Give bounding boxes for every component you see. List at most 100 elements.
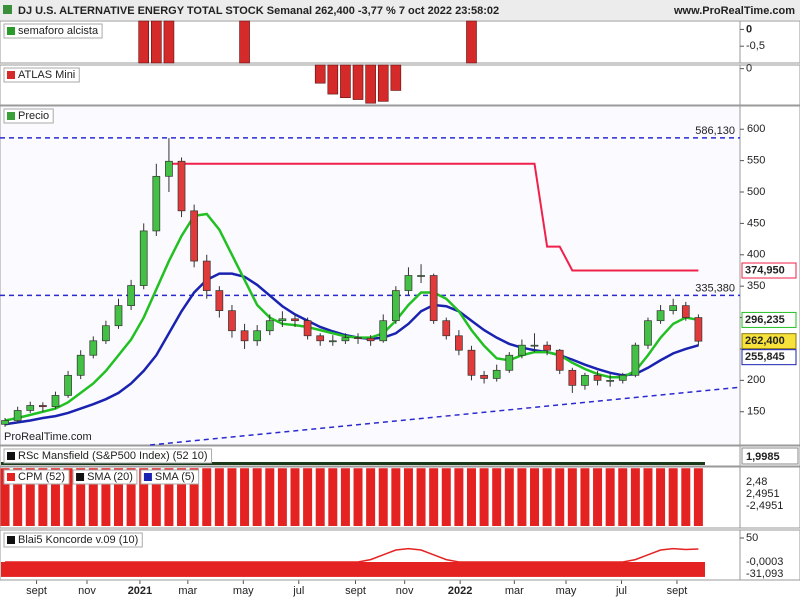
candle-body	[455, 335, 463, 351]
y-tick-label: 400	[747, 249, 765, 261]
cpm-bar	[441, 468, 451, 526]
indicator-base	[1, 462, 705, 465]
cpm-bar	[240, 468, 250, 526]
candle-body	[429, 275, 438, 322]
cpm-bar	[63, 468, 73, 526]
candle-body	[228, 310, 236, 332]
cpm-bar	[492, 468, 502, 526]
legend-label: SMA (5)	[155, 471, 195, 483]
x-tick-label: nov	[396, 585, 414, 597]
candle-body	[127, 285, 135, 306]
candle-body	[379, 320, 388, 342]
legend-icon	[7, 112, 15, 120]
cpm-bar	[340, 468, 350, 526]
legend-label: RSc Mansfield (S&P500 Index) (52 10)	[18, 450, 208, 462]
x-tick-label: sept	[345, 585, 366, 597]
panels: 0 -0,5 semaforo alcista 0 ATLAS Mini 150 200 25…	[0, 20, 800, 597]
candle-body	[190, 210, 198, 262]
cpm-bar	[656, 468, 666, 526]
candle-body	[39, 405, 47, 408]
candle-body	[404, 275, 413, 291]
koncorde-band	[1, 562, 705, 577]
cpm-bar	[177, 468, 187, 526]
x-tick-label: may	[556, 585, 577, 597]
cpm-bar	[50, 468, 60, 526]
candle-body	[102, 325, 110, 342]
candle-body	[618, 374, 627, 381]
candle-body	[51, 395, 60, 408]
y-tick-label: 500	[747, 186, 765, 198]
cpm-bar	[114, 468, 124, 526]
label-box	[741, 447, 799, 465]
y-tick-label: 450	[747, 217, 765, 229]
cpm-bar	[454, 468, 464, 526]
cpm-bar	[328, 468, 338, 526]
candle-body	[492, 369, 501, 379]
cpm-bar	[252, 468, 262, 526]
signal-bar	[390, 64, 402, 91]
candle-body	[177, 160, 186, 212]
candle-body	[1, 420, 9, 425]
cpm-bar	[593, 468, 603, 526]
cpm-bar	[164, 468, 174, 526]
cpm-bar	[378, 468, 388, 526]
cpm-bar	[13, 468, 23, 526]
value-label: -31,093	[746, 568, 783, 580]
candle-body	[303, 320, 312, 337]
value-label: 2,48	[746, 476, 767, 488]
cpm-bar	[542, 468, 552, 526]
candle-body	[631, 344, 640, 376]
cpm-bar	[605, 468, 615, 526]
signal-bar	[314, 64, 326, 84]
cpm-bar	[391, 468, 401, 526]
candle-body	[89, 340, 98, 356]
value-label: -2,4951	[746, 500, 783, 512]
candle-body	[328, 340, 337, 343]
cpm-bar	[277, 468, 287, 526]
legend-box	[3, 469, 70, 485]
x-tick-label: 2021	[128, 585, 152, 597]
signal-bar	[377, 64, 389, 102]
last-value-box	[741, 333, 797, 350]
candle-body	[152, 175, 161, 232]
y-tick-label: 600	[747, 123, 765, 135]
candle-body	[76, 354, 85, 376]
legend-box	[3, 532, 143, 548]
x-tick-label: mar	[178, 585, 197, 597]
legend-box	[3, 23, 103, 39]
candle-body	[354, 337, 362, 339]
cpm-bar	[139, 468, 149, 526]
last-value-box	[741, 349, 797, 366]
last-value-label: 1,9985	[746, 451, 780, 463]
last-value-label: 374,950	[745, 264, 785, 276]
signal-bar	[365, 64, 376, 104]
legend-label: ATLAS Mini	[18, 69, 75, 81]
signal-bar	[151, 20, 162, 64]
plot-bg	[1, 107, 739, 444]
cpm-bar	[214, 468, 224, 526]
signal-bar	[466, 20, 477, 64]
candle-body	[114, 305, 123, 327]
signal-bar	[352, 64, 364, 100]
y-tick-label: 50	[746, 532, 758, 544]
legend-label: CPM (52)	[18, 471, 65, 483]
candle-body	[165, 160, 173, 177]
cpm-bar	[630, 468, 640, 526]
y-tick-label: 200	[747, 374, 765, 386]
cpm-bar	[303, 468, 313, 526]
header-title: DJ U.S. ALTERNATIVE ENERGY TOTAL STOCK S…	[18, 5, 499, 17]
cpm-bar	[530, 468, 540, 526]
y-tick-label: 150	[747, 406, 765, 418]
x-tick-label: jul	[292, 585, 304, 597]
legend-box	[140, 469, 200, 485]
header-site: www.ProRealTime.com	[673, 5, 795, 17]
y-tick-label: -0,5	[746, 40, 765, 52]
cpm-bar	[681, 468, 691, 526]
panel-frame	[0, 466, 800, 529]
candle-body	[26, 405, 35, 411]
candle-body	[505, 354, 514, 371]
panel-frame	[0, 445, 800, 467]
cpm-bar	[76, 468, 86, 526]
candle-body	[467, 349, 476, 376]
candle-body	[240, 330, 249, 342]
